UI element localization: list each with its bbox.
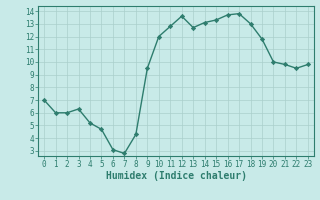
X-axis label: Humidex (Indice chaleur): Humidex (Indice chaleur) [106,171,246,181]
